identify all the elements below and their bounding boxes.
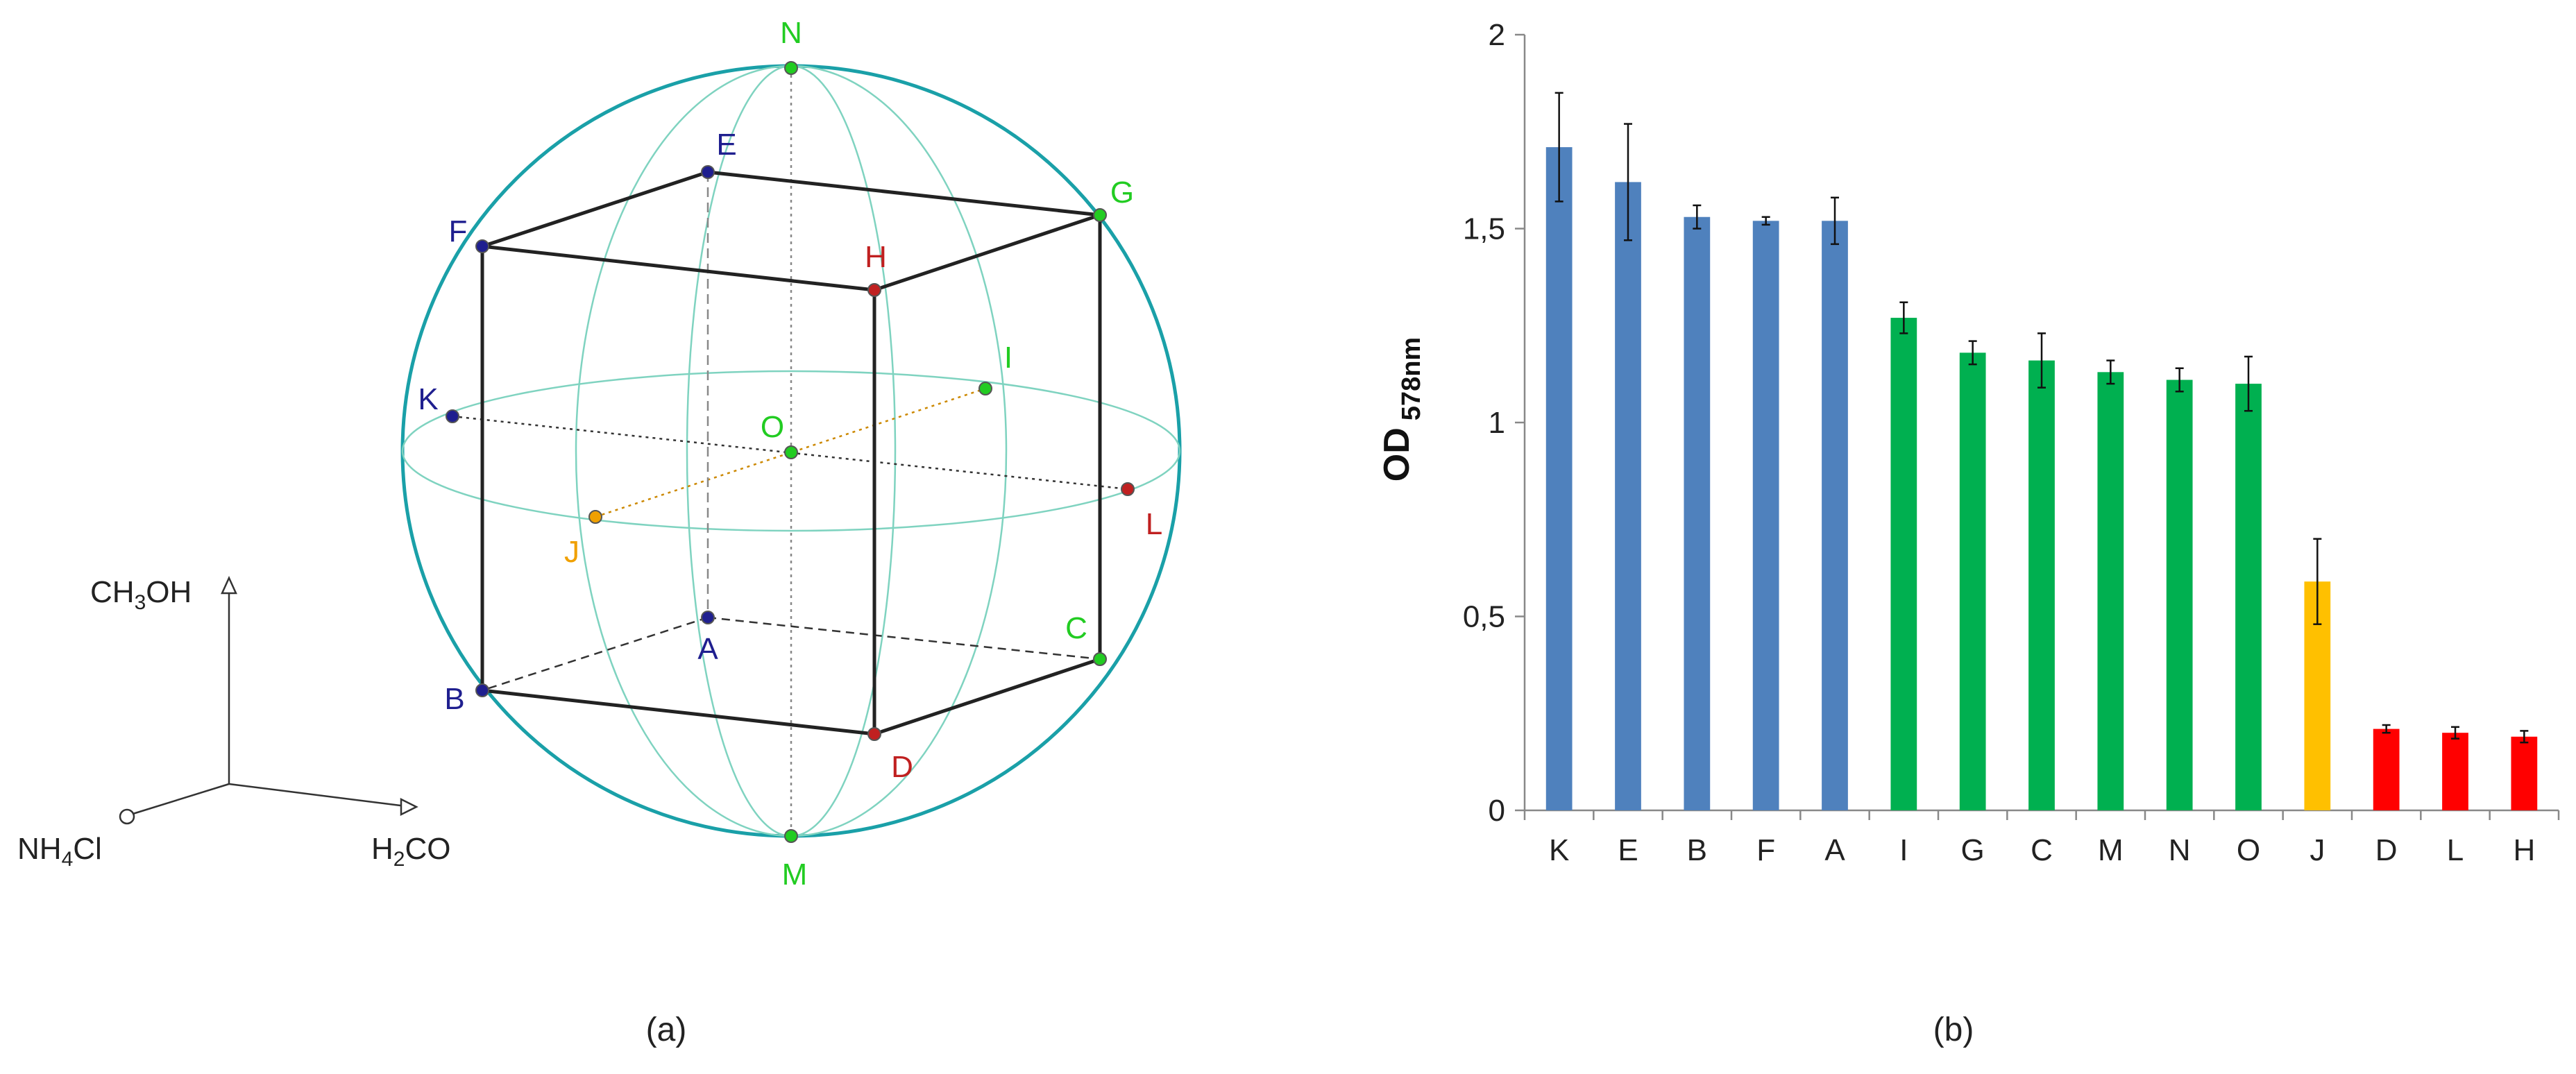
y-tick-label: 0 <box>1489 794 1505 828</box>
line-k-l <box>452 415 1128 491</box>
y-ticks <box>1515 33 1525 812</box>
point-e-label: E <box>716 128 736 162</box>
panel-a-sphere-diagram: N E G F H I K O L J C A B D M CH3OH NH4C… <box>17 16 1182 1048</box>
point-a-marker <box>701 611 715 624</box>
line-j-i <box>595 387 986 518</box>
point-k-marker <box>446 409 459 423</box>
nh4cl-axis-marker <box>119 808 135 825</box>
h2co-label: H2CO <box>371 832 450 871</box>
x-tick-label: O <box>2237 833 2260 867</box>
point-o-marker <box>784 445 798 459</box>
y-axis-label: OD578nm <box>1377 337 1426 481</box>
point-d-marker <box>867 727 881 741</box>
point-j-marker <box>588 510 602 524</box>
ch3oh-axis-marker <box>221 575 237 595</box>
point-j-label: J <box>564 535 579 569</box>
x-ticks <box>1523 810 2560 820</box>
bar-l <box>2442 733 2468 810</box>
point-c-label: C <box>1065 611 1087 645</box>
bar-a <box>1822 221 1848 810</box>
point-g-label: G <box>1110 176 1134 210</box>
point-i-marker <box>978 382 992 395</box>
x-tick-label: G <box>1961 833 1985 867</box>
point-l-marker <box>1121 482 1135 496</box>
error-bars <box>1554 92 2529 744</box>
x-tick-label: C <box>2031 833 2053 867</box>
point-k-label: K <box>418 382 438 416</box>
point-h-marker <box>867 283 881 297</box>
y-tick-label: 1 <box>1489 406 1505 440</box>
bar-g <box>1959 352 1986 810</box>
x-tick-label: K <box>1549 833 1569 867</box>
point-n-marker <box>784 61 798 75</box>
x-tick-label: L <box>2447 833 2464 867</box>
point-m-marker <box>784 829 798 843</box>
sphere-points <box>446 61 1135 843</box>
y-tick-label: 2 <box>1489 18 1505 52</box>
bar-i <box>1890 318 1917 810</box>
x-tick-label: D <box>2375 833 2398 867</box>
cube-edge-hidden <box>482 616 709 692</box>
point-m-label: M <box>782 858 808 892</box>
bar-d <box>2373 728 2400 810</box>
point-n-label: N <box>780 16 802 50</box>
x-tick-label: M <box>2098 833 2124 867</box>
point-i-label: I <box>1004 341 1012 375</box>
bar-o <box>2235 384 2262 810</box>
point-d-label: D <box>891 750 913 784</box>
bar-n <box>2166 380 2193 810</box>
bar-m <box>2097 372 2124 810</box>
y-tick-label: 1,5 <box>1463 212 1505 246</box>
x-tick-label: F <box>1756 833 1775 867</box>
panel-b-caption: (b) <box>1933 1012 1974 1048</box>
x-tick-label: N <box>2169 833 2191 867</box>
component-axes <box>128 590 407 817</box>
bar-c <box>2028 360 2055 810</box>
ch3oh-label: CH3OH <box>90 575 192 614</box>
point-l-label: L <box>1146 507 1162 541</box>
point-e-marker <box>701 165 715 179</box>
x-tick-label: J <box>2310 833 2325 867</box>
point-labels: N E G F H I K O L J C A B D M <box>418 16 1162 892</box>
y-tick-labels: 0 0,5 1 1,5 2 <box>1463 18 1505 828</box>
point-f-marker <box>475 239 489 253</box>
cube-edges <box>480 170 1102 736</box>
point-b-label: B <box>444 682 464 716</box>
x-tick-label: B <box>1687 833 1707 867</box>
point-h-label: H <box>865 240 887 274</box>
bar-k <box>1545 147 1573 811</box>
x-tick-label: H <box>2513 833 2535 867</box>
bar-b <box>1684 216 1711 811</box>
point-g-marker <box>1093 208 1107 222</box>
point-f-label: F <box>449 214 468 248</box>
point-o-label: O <box>761 410 784 444</box>
cube-edge-hidden <box>707 616 1101 660</box>
x-tick-label: E <box>1618 833 1638 867</box>
y-tick-label: 0,5 <box>1463 600 1505 634</box>
x-tick-label: A <box>1824 833 1845 867</box>
point-c-marker <box>1093 652 1107 666</box>
bar-e <box>1615 182 1641 810</box>
point-a-label: A <box>697 632 718 666</box>
bar-f <box>1752 221 1779 810</box>
sphere-equator <box>401 370 1181 532</box>
nh4cl-label: NH4Cl <box>17 832 102 871</box>
bar-h <box>2511 736 2538 810</box>
bars <box>1545 147 2538 811</box>
panel-b-bar-chart: K E B F A I G C M N O J D L H 0 0,5 1 1,5 2 OD578nm (b) <box>1377 18 2560 1048</box>
x-tick-label: I <box>1899 833 1908 867</box>
panel-a-caption: (a) <box>646 1012 687 1048</box>
h2co-axis-marker <box>400 797 418 817</box>
point-b-marker <box>475 683 489 697</box>
